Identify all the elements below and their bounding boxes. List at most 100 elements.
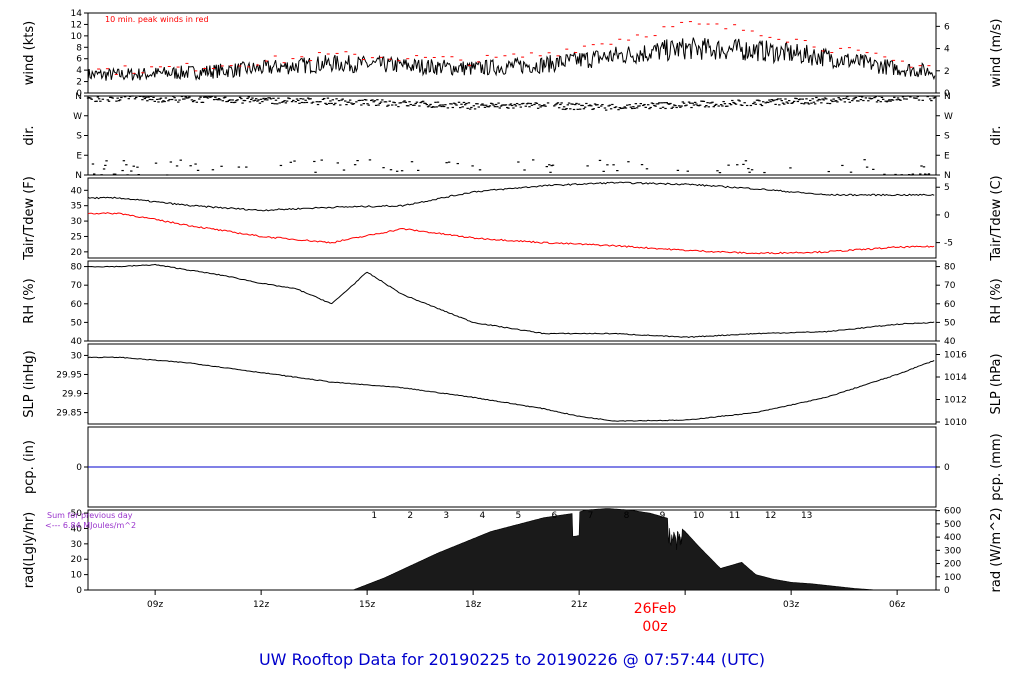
radiation-sum-note: Sum for previous day [47, 511, 133, 520]
panel-1-ytick-label: E [76, 151, 82, 161]
panel-0-ytick-label-right: 6 [944, 22, 950, 32]
panel-3-ytick-label: 80 [71, 263, 83, 273]
panel-3-ytick-label-right: 70 [944, 281, 956, 291]
panel-2-ytick-label-right: 0 [944, 211, 950, 221]
panel-0-ytick-label: 4 [76, 66, 82, 76]
panel-5-ytick-label: 0 [76, 463, 82, 473]
panel-2-ylabel: Tair/Tdew (F) [22, 176, 37, 261]
x-axis: 09z 12z 15z 18z 21z 03z 06z [147, 590, 905, 610]
panel-0-ytick-label-right: 2 [944, 67, 950, 77]
radiation-hour-label: 11 [729, 511, 740, 521]
panel-1-ytick-label: S [76, 132, 82, 142]
figure-title: UW Rooftop Data for 20190225 to 20190226… [259, 650, 765, 669]
panel-6-ytick-label: 10 [71, 571, 83, 581]
panel-5-ylabel-right: pcp. (mm) [989, 433, 1004, 500]
radiation-area [352, 508, 876, 591]
panel-4-ytick-label: 29.95 [56, 370, 82, 380]
radiation-hour-label: 5 [515, 511, 521, 521]
panel-3-ytick-label: 50 [71, 318, 83, 328]
panel-6-ytick-label-right: 0 [944, 586, 950, 596]
panel-1-ytick-label-right: N [944, 171, 951, 181]
panel-4-ytick-label-right: 1012 [944, 395, 967, 405]
radiation-hour-label: 4 [479, 511, 485, 521]
panel-5-ytick-label-right: 0 [944, 463, 950, 473]
panel-3-ytick-label: 60 [71, 300, 83, 310]
panel-2-ytick-label: 25 [71, 232, 82, 242]
x-tick-label: 21z [571, 600, 587, 610]
radiation-hour-label: 13 [801, 511, 812, 521]
panel-0-ytick-label-right: 4 [944, 45, 950, 55]
radiation-hour-label: 8 [624, 511, 630, 521]
panel-0-ylabel: wind (kts) [22, 21, 37, 85]
panel-1-ytick-label-right: W [944, 112, 953, 122]
panel-6-ytick-label: 0 [76, 586, 82, 596]
radiation-hour-label: 3 [443, 511, 449, 521]
x-tick-label: 03z [783, 600, 799, 610]
panel-4-ylabel-right: SLP (hPa) [989, 353, 1004, 414]
panel-6-ytick-label: 50 [71, 509, 83, 519]
panel-0-frame [87, 12, 937, 94]
wind-speed-line [87, 37, 936, 82]
panel-3-ytick-label-right: 80 [944, 263, 956, 273]
panel-1-ylabel-right: dir. [989, 125, 1004, 145]
x-tick-label: 12z [253, 600, 269, 610]
radiation-sum-value: <--- 6.84 MJoules/m^2 [45, 521, 136, 530]
panel-2-series-0-line [87, 181, 935, 212]
panel-2-ylabel-right: Tair/Tdew (C) [989, 175, 1004, 261]
panel-1-ytick-label: N [75, 92, 82, 102]
panel-0-ytick-label-right: 0 [944, 89, 950, 99]
panel-6-ytick-label-right: 500 [944, 520, 961, 530]
x-tick-label: 15z [359, 600, 375, 610]
radiation-hour-label: 2 [407, 511, 413, 521]
panel-2-ytick-label-right: 5 [944, 183, 950, 193]
panel-2-frame [87, 177, 937, 259]
panel-3-ytick-label-right: 60 [944, 300, 956, 310]
panel-6-ytick-label-right: 100 [944, 573, 961, 583]
panel-0-ytick-label: 10 [71, 32, 83, 42]
panel-3-ylabel: RH (%) [22, 278, 37, 323]
radiation-hour-label: 6 [552, 511, 558, 521]
panel-0-ytick-label: 2 [76, 78, 82, 88]
panel-3-ytick-label-right: 50 [944, 318, 956, 328]
x-tick-label: 09z [147, 600, 163, 610]
panel-4-frame [87, 343, 937, 425]
panel-4-ytick-label: 30 [71, 351, 83, 361]
panel-2-series-1-line [87, 212, 935, 255]
panel-1-ytick-label: N [75, 171, 82, 181]
panel-2-ytick-label-right: -5 [944, 239, 953, 249]
panel-6-ylabel-right: rad (W/m^2) [989, 508, 1004, 593]
panel-6-ytick-label: 30 [71, 540, 83, 550]
panel-3-series-0-line [87, 263, 935, 339]
panel-6-ytick-label: 20 [71, 555, 83, 565]
panel-3-ytick-label: 70 [71, 281, 83, 291]
panel-4-ytick-label-right: 1016 [944, 350, 967, 360]
panel-2-ytick-label: 40 [71, 186, 83, 196]
panel-2-ytick-label: 35 [71, 202, 82, 212]
panel-3-ytick-label: 40 [71, 337, 83, 347]
panel-4-ytick-label: 29.85 [56, 409, 82, 419]
peak-winds-note: 10 min. peak winds in red [105, 15, 209, 24]
panel-4-ylabel: SLP (inHg) [22, 350, 37, 418]
x-tick-label: 18z [465, 600, 481, 610]
panel-1-frame [87, 95, 937, 176]
panel-6-ytick-label-right: 200 [944, 560, 961, 570]
panel-0-ytick-label: 6 [76, 55, 82, 65]
panel-2-ytick-label: 30 [71, 217, 83, 227]
panel-5-ylabel: pcp. (in) [22, 440, 37, 494]
panel-0-ytick-label: 12 [71, 20, 82, 30]
panel-6-ylabel: rad(Lgly/hr) [22, 512, 37, 588]
panel-6-ytick-label-right: 400 [944, 533, 961, 543]
panel-1-ylabel: dir. [22, 125, 37, 145]
panel-0-ytick-label: 14 [71, 9, 83, 19]
panel-0-ytick-label: 8 [76, 43, 82, 53]
panel-3-frame [87, 260, 937, 342]
panel-1-ytick-label-right: E [944, 151, 950, 161]
x-tick-label: 06z [889, 600, 905, 610]
radiation-hour-label: 1 [371, 511, 377, 521]
panel-1-ytick-label-right: S [944, 132, 950, 142]
radiation-hour-label: 10 [693, 511, 705, 521]
panel-0-ylabel-right: wind (m/s) [989, 19, 1004, 88]
panel-4-series-0-line [87, 356, 935, 422]
